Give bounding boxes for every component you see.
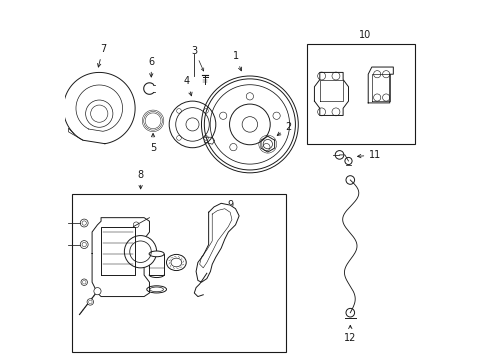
- Text: 11: 11: [357, 150, 381, 160]
- Text: 6: 6: [148, 57, 154, 77]
- Text: 5: 5: [150, 134, 156, 153]
- Text: 2: 2: [277, 122, 291, 135]
- Ellipse shape: [149, 251, 164, 257]
- Text: 8: 8: [137, 170, 143, 189]
- Circle shape: [169, 101, 215, 148]
- Text: 10: 10: [358, 30, 370, 40]
- Ellipse shape: [146, 286, 166, 293]
- Circle shape: [94, 288, 101, 295]
- Text: 4: 4: [183, 76, 192, 96]
- Circle shape: [124, 235, 156, 268]
- Polygon shape: [367, 67, 392, 103]
- Polygon shape: [261, 136, 274, 152]
- Circle shape: [80, 240, 88, 248]
- Text: 9: 9: [220, 200, 233, 210]
- Circle shape: [80, 219, 88, 227]
- Bar: [72, 194, 285, 352]
- Ellipse shape: [149, 287, 163, 292]
- Text: 7: 7: [98, 44, 106, 67]
- Circle shape: [87, 299, 93, 305]
- Bar: [306, 44, 414, 144]
- Polygon shape: [92, 218, 149, 297]
- Polygon shape: [314, 72, 348, 116]
- Bar: [149, 254, 164, 275]
- Ellipse shape: [166, 255, 186, 271]
- Polygon shape: [63, 72, 135, 144]
- Text: 1: 1: [232, 51, 241, 71]
- Text: 3: 3: [191, 46, 197, 56]
- Polygon shape: [196, 203, 239, 282]
- Polygon shape: [101, 226, 135, 275]
- Circle shape: [81, 279, 87, 285]
- Text: 12: 12: [344, 325, 356, 343]
